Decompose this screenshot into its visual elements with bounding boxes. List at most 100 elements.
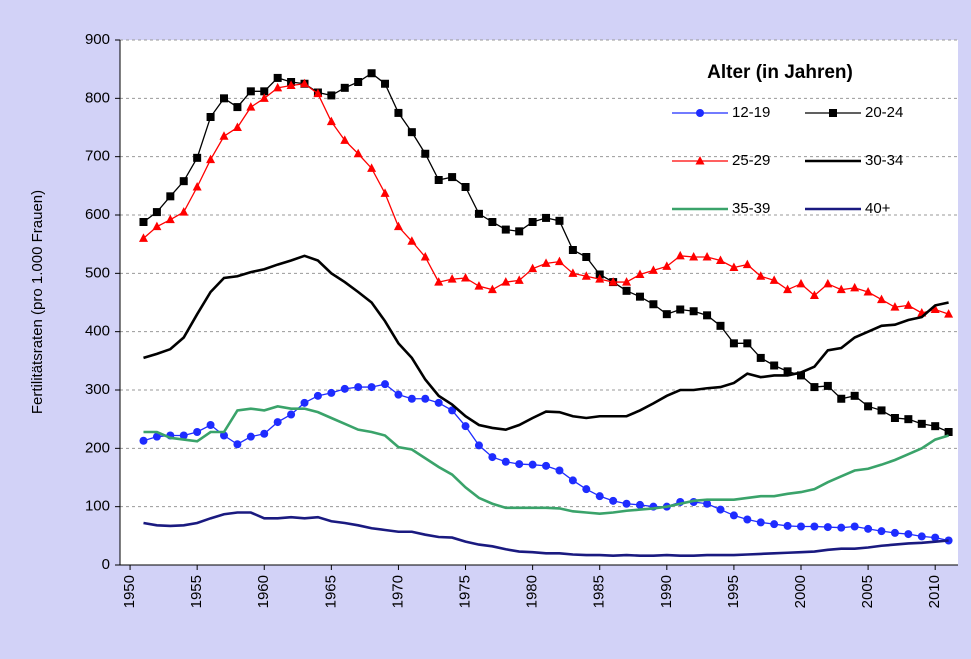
series-line [143, 404, 949, 515]
data-point [327, 388, 336, 397]
data-point [515, 460, 524, 469]
data-point [353, 148, 363, 158]
data-point [850, 391, 859, 400]
data-point [622, 277, 632, 286]
data-point [340, 384, 349, 393]
data-point [206, 421, 215, 429]
data-point [783, 521, 792, 530]
data-point [380, 188, 390, 197]
legend-label: 35-39 [732, 200, 770, 217]
data-point [810, 522, 819, 531]
data-point [193, 153, 202, 162]
data-point [152, 432, 161, 441]
data-point [809, 290, 819, 299]
data-point [608, 277, 618, 286]
y-axis-label: Fertilitätsraten (pro 1.000 Frauen) [29, 190, 46, 414]
data-point [300, 398, 309, 407]
data-point [649, 300, 658, 309]
data-point [474, 209, 483, 218]
data-point [582, 485, 591, 494]
data-point [770, 361, 779, 370]
data-point [756, 518, 765, 527]
legend-label: 20-24 [865, 104, 903, 121]
data-point [487, 284, 497, 294]
y-tick-label: 800 [85, 89, 110, 106]
data-point [931, 422, 940, 431]
data-point [595, 492, 604, 501]
y-tick-label: 600 [85, 206, 110, 223]
data-point [823, 278, 833, 288]
data-point [837, 394, 846, 403]
legend-label: 40+ [865, 200, 891, 217]
data-point [689, 252, 699, 261]
data-point [206, 113, 215, 121]
data-point [542, 213, 551, 222]
x-tick-label: 1955 [188, 575, 205, 608]
data-point [609, 496, 618, 505]
data-point [367, 69, 376, 78]
data-point [742, 259, 752, 269]
data-point [877, 294, 887, 304]
data-point [461, 183, 470, 191]
data-point [326, 116, 336, 126]
data-point [703, 499, 712, 508]
data-point [796, 278, 806, 288]
data-point [193, 428, 202, 436]
data-point [447, 274, 457, 283]
data-point [407, 394, 416, 403]
data-point [635, 500, 644, 509]
data-point [863, 287, 873, 296]
x-tick-label: 1980 [524, 575, 541, 608]
data-point [850, 282, 860, 292]
data-point [233, 440, 242, 449]
legend-marker [696, 109, 704, 117]
data-point [461, 422, 470, 431]
y-tick-label: 500 [85, 264, 110, 281]
data-point [864, 402, 873, 411]
data-point [219, 131, 229, 140]
data-point [729, 511, 738, 520]
legend-marker [829, 109, 837, 117]
x-tick-label: 1950 [121, 575, 138, 608]
data-point [555, 466, 564, 475]
data-point [797, 522, 806, 531]
data-point [877, 527, 886, 536]
legend-title: Alter (in Jahren) [707, 62, 853, 83]
data-point [930, 304, 940, 313]
data-point [783, 284, 793, 294]
data-point [756, 271, 766, 280]
data-point [246, 102, 256, 111]
data-point [515, 227, 524, 236]
y-tick-label: 400 [85, 323, 110, 340]
data-point [313, 391, 322, 400]
data-point [287, 410, 296, 419]
data-point [595, 274, 605, 283]
data-point [165, 214, 175, 224]
data-point [327, 91, 336, 100]
data-point [797, 371, 806, 380]
y-tick-label: 0 [102, 556, 110, 573]
data-point [260, 87, 269, 96]
data-point [541, 258, 551, 267]
data-point [139, 218, 148, 226]
y-tick-label: 100 [85, 498, 110, 515]
x-tick-label: 1985 [591, 575, 608, 608]
x-tick-label: 2005 [859, 575, 876, 608]
data-point [273, 73, 282, 82]
data-point [340, 135, 350, 144]
series-line [143, 511, 949, 557]
x-tick-label: 1975 [457, 575, 474, 608]
x-tick-label: 1995 [725, 575, 742, 608]
data-point [421, 149, 430, 158]
data-point [514, 275, 524, 284]
y-tick-label: 900 [85, 31, 110, 48]
data-point [246, 87, 255, 96]
data-point [434, 277, 444, 286]
data-point [770, 520, 779, 529]
data-point [488, 453, 497, 462]
data-point [501, 225, 510, 234]
data-point [354, 383, 363, 392]
data-point [823, 381, 832, 390]
data-point [421, 394, 430, 403]
legend-label: 12-19 [732, 104, 770, 121]
